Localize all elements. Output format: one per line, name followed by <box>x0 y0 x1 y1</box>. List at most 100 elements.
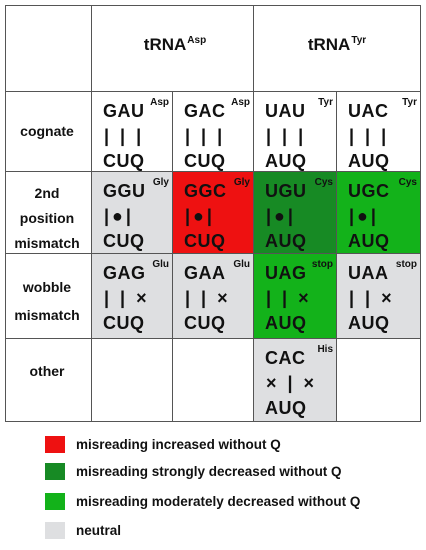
cell-ugc: UGC Cys |●| AUQ <box>337 172 421 254</box>
legend-label: neutral <box>76 523 122 538</box>
amino-acid-label: Cys <box>398 177 417 188</box>
row-label-other-line-1: other <box>29 363 65 379</box>
cell-ugu: UGU Cys |●| AUQ <box>254 172 337 254</box>
amino-acid-label: Gly <box>152 177 169 188</box>
amino-acid-label: Glu <box>152 259 169 270</box>
anticodon-text: CUQ <box>103 313 145 333</box>
amino-acid-label: Tyr <box>402 97 417 108</box>
codon-text: CAC <box>265 348 306 368</box>
grid-line <box>5 421 421 422</box>
pairing-symbols: | | | <box>266 126 307 146</box>
cell-gag: GAG Glu | | × CUQ <box>92 254 173 339</box>
anticodon-text: AUQ <box>348 151 390 171</box>
pairing-symbols: | | | <box>185 126 226 146</box>
pairing-symbols: × | × <box>266 373 318 393</box>
row-label-wobble-line-1: wobble <box>22 279 72 295</box>
row-label-2nd-line-3: mismatch <box>14 235 80 251</box>
grid-line <box>420 5 421 422</box>
legend-label: misreading moderately decreased without … <box>76 494 361 509</box>
cell-ggc: GGC Gly |●| CUQ <box>173 172 254 254</box>
anticodon-text: AUQ <box>265 398 307 418</box>
cell-gau: GAU Asp | | | CUQ <box>92 92 173 172</box>
pairing-symbols: | | × <box>104 288 150 308</box>
codon-table: tRNAAsp tRNATyr cognate 2nd position mis… <box>5 5 421 422</box>
row-label-2nd-position-mismatch: 2nd position mismatch <box>5 181 89 256</box>
row-label-other: other <box>5 361 89 381</box>
row-label-2nd-line-2: position <box>19 210 75 226</box>
pairing-symbols: | | × <box>266 288 312 308</box>
grid-line <box>5 338 421 339</box>
grid-line <box>5 171 421 172</box>
codon-text: GAG <box>103 263 146 283</box>
pairing-symbols: |●| <box>185 206 215 226</box>
codon-text: UAC <box>348 101 389 121</box>
header-trna-tyr: tRNATyr <box>254 35 420 55</box>
header-trna-asp-base: tRNA <box>143 35 187 54</box>
grid-line <box>91 5 92 422</box>
pairing-symbols: |●| <box>349 206 379 226</box>
amino-acid-label: Cys <box>314 177 333 188</box>
pairing-symbols: | | | <box>349 126 390 146</box>
codon-text: UAA <box>348 263 389 283</box>
amino-acid-label: stop <box>311 259 333 270</box>
anticodon-text: AUQ <box>265 151 307 171</box>
legend-swatch-green <box>45 493 65 510</box>
cell-uaa: UAA stop | | × AUQ <box>337 254 421 339</box>
legend-swatch-dark-green <box>45 463 65 480</box>
legend-label: misreading increased without Q <box>76 437 281 452</box>
cell-cac: CAC His × | × AUQ <box>254 339 337 422</box>
pairing-symbols: | | | <box>104 126 145 146</box>
row-label-wobble-line-2: mismatch <box>14 307 80 323</box>
anticodon-text: CUQ <box>184 231 226 251</box>
grid-line <box>5 5 6 422</box>
anticodon-text: CUQ <box>184 313 226 333</box>
amino-acid-label: His <box>317 344 333 355</box>
codon-text: GAU <box>103 101 145 121</box>
row-label-2nd-line-1: 2nd <box>34 185 60 201</box>
codon-text: GGC <box>184 181 227 201</box>
header-trna-asp-sup: Asp <box>187 35 207 46</box>
grid-line <box>336 91 337 422</box>
row-label-wobble-mismatch: wobble mismatch <box>5 273 89 329</box>
anticodon-text: CUQ <box>184 151 226 171</box>
anticodon-text: AUQ <box>265 231 307 251</box>
header-trna-tyr-sup: Tyr <box>351 35 367 46</box>
grid-line <box>253 5 254 422</box>
amino-acid-label: stop <box>395 259 417 270</box>
anticodon-text: CUQ <box>103 151 145 171</box>
pairing-symbols: | | × <box>349 288 395 308</box>
codon-text: GAC <box>184 101 226 121</box>
cell-gac: GAC Asp | | | CUQ <box>173 92 254 172</box>
cell-gaa: GAA Glu | | × CUQ <box>173 254 254 339</box>
amino-acid-label: Tyr <box>318 97 333 108</box>
grid-line <box>5 253 421 254</box>
cell-ggu: GGU Gly |●| CUQ <box>92 172 173 254</box>
codon-text: UGU <box>265 181 307 201</box>
codon-text: UAU <box>265 101 306 121</box>
cell-uau: UAU Tyr | | | AUQ <box>254 92 337 172</box>
codon-text: UAG <box>265 263 307 283</box>
row-label-cognate: cognate <box>5 121 89 141</box>
legend-label: misreading strongly decreased without Q <box>76 464 342 479</box>
row-label-cognate-line-1: cognate <box>20 123 74 139</box>
amino-acid-label: Glu <box>233 259 250 270</box>
codon-text: UGC <box>348 181 390 201</box>
pairing-symbols: |●| <box>266 206 296 226</box>
amino-acid-label: Asp <box>150 97 169 108</box>
anticodon-text: AUQ <box>265 313 307 333</box>
legend-swatch-grey <box>45 522 65 539</box>
amino-acid-label: Gly <box>233 177 250 188</box>
grid-line <box>5 91 421 92</box>
amino-acid-label: Asp <box>231 97 250 108</box>
header-trna-asp: tRNAAsp <box>92 35 258 55</box>
anticodon-text: CUQ <box>103 231 145 251</box>
header-trna-tyr-base: tRNA <box>307 35 351 54</box>
pairing-symbols: | | × <box>185 288 231 308</box>
legend-swatch-red <box>45 436 65 453</box>
cell-uac: UAC Tyr | | | AUQ <box>337 92 421 172</box>
pairing-symbols: |●| <box>104 206 134 226</box>
anticodon-text: AUQ <box>348 313 390 333</box>
grid-line <box>5 5 421 6</box>
codon-text: GGU <box>103 181 146 201</box>
codon-text: GAA <box>184 263 226 283</box>
